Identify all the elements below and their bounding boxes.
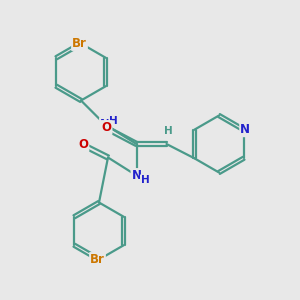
Text: Br: Br [90,253,105,266]
Text: H: H [109,116,118,126]
Text: H: H [140,175,149,185]
Text: N: N [240,123,250,136]
Text: O: O [78,138,88,151]
Text: Br: Br [72,37,87,50]
Text: N: N [131,169,142,182]
Text: O: O [101,121,112,134]
Text: H: H [164,126,172,136]
Text: N: N [100,118,110,131]
